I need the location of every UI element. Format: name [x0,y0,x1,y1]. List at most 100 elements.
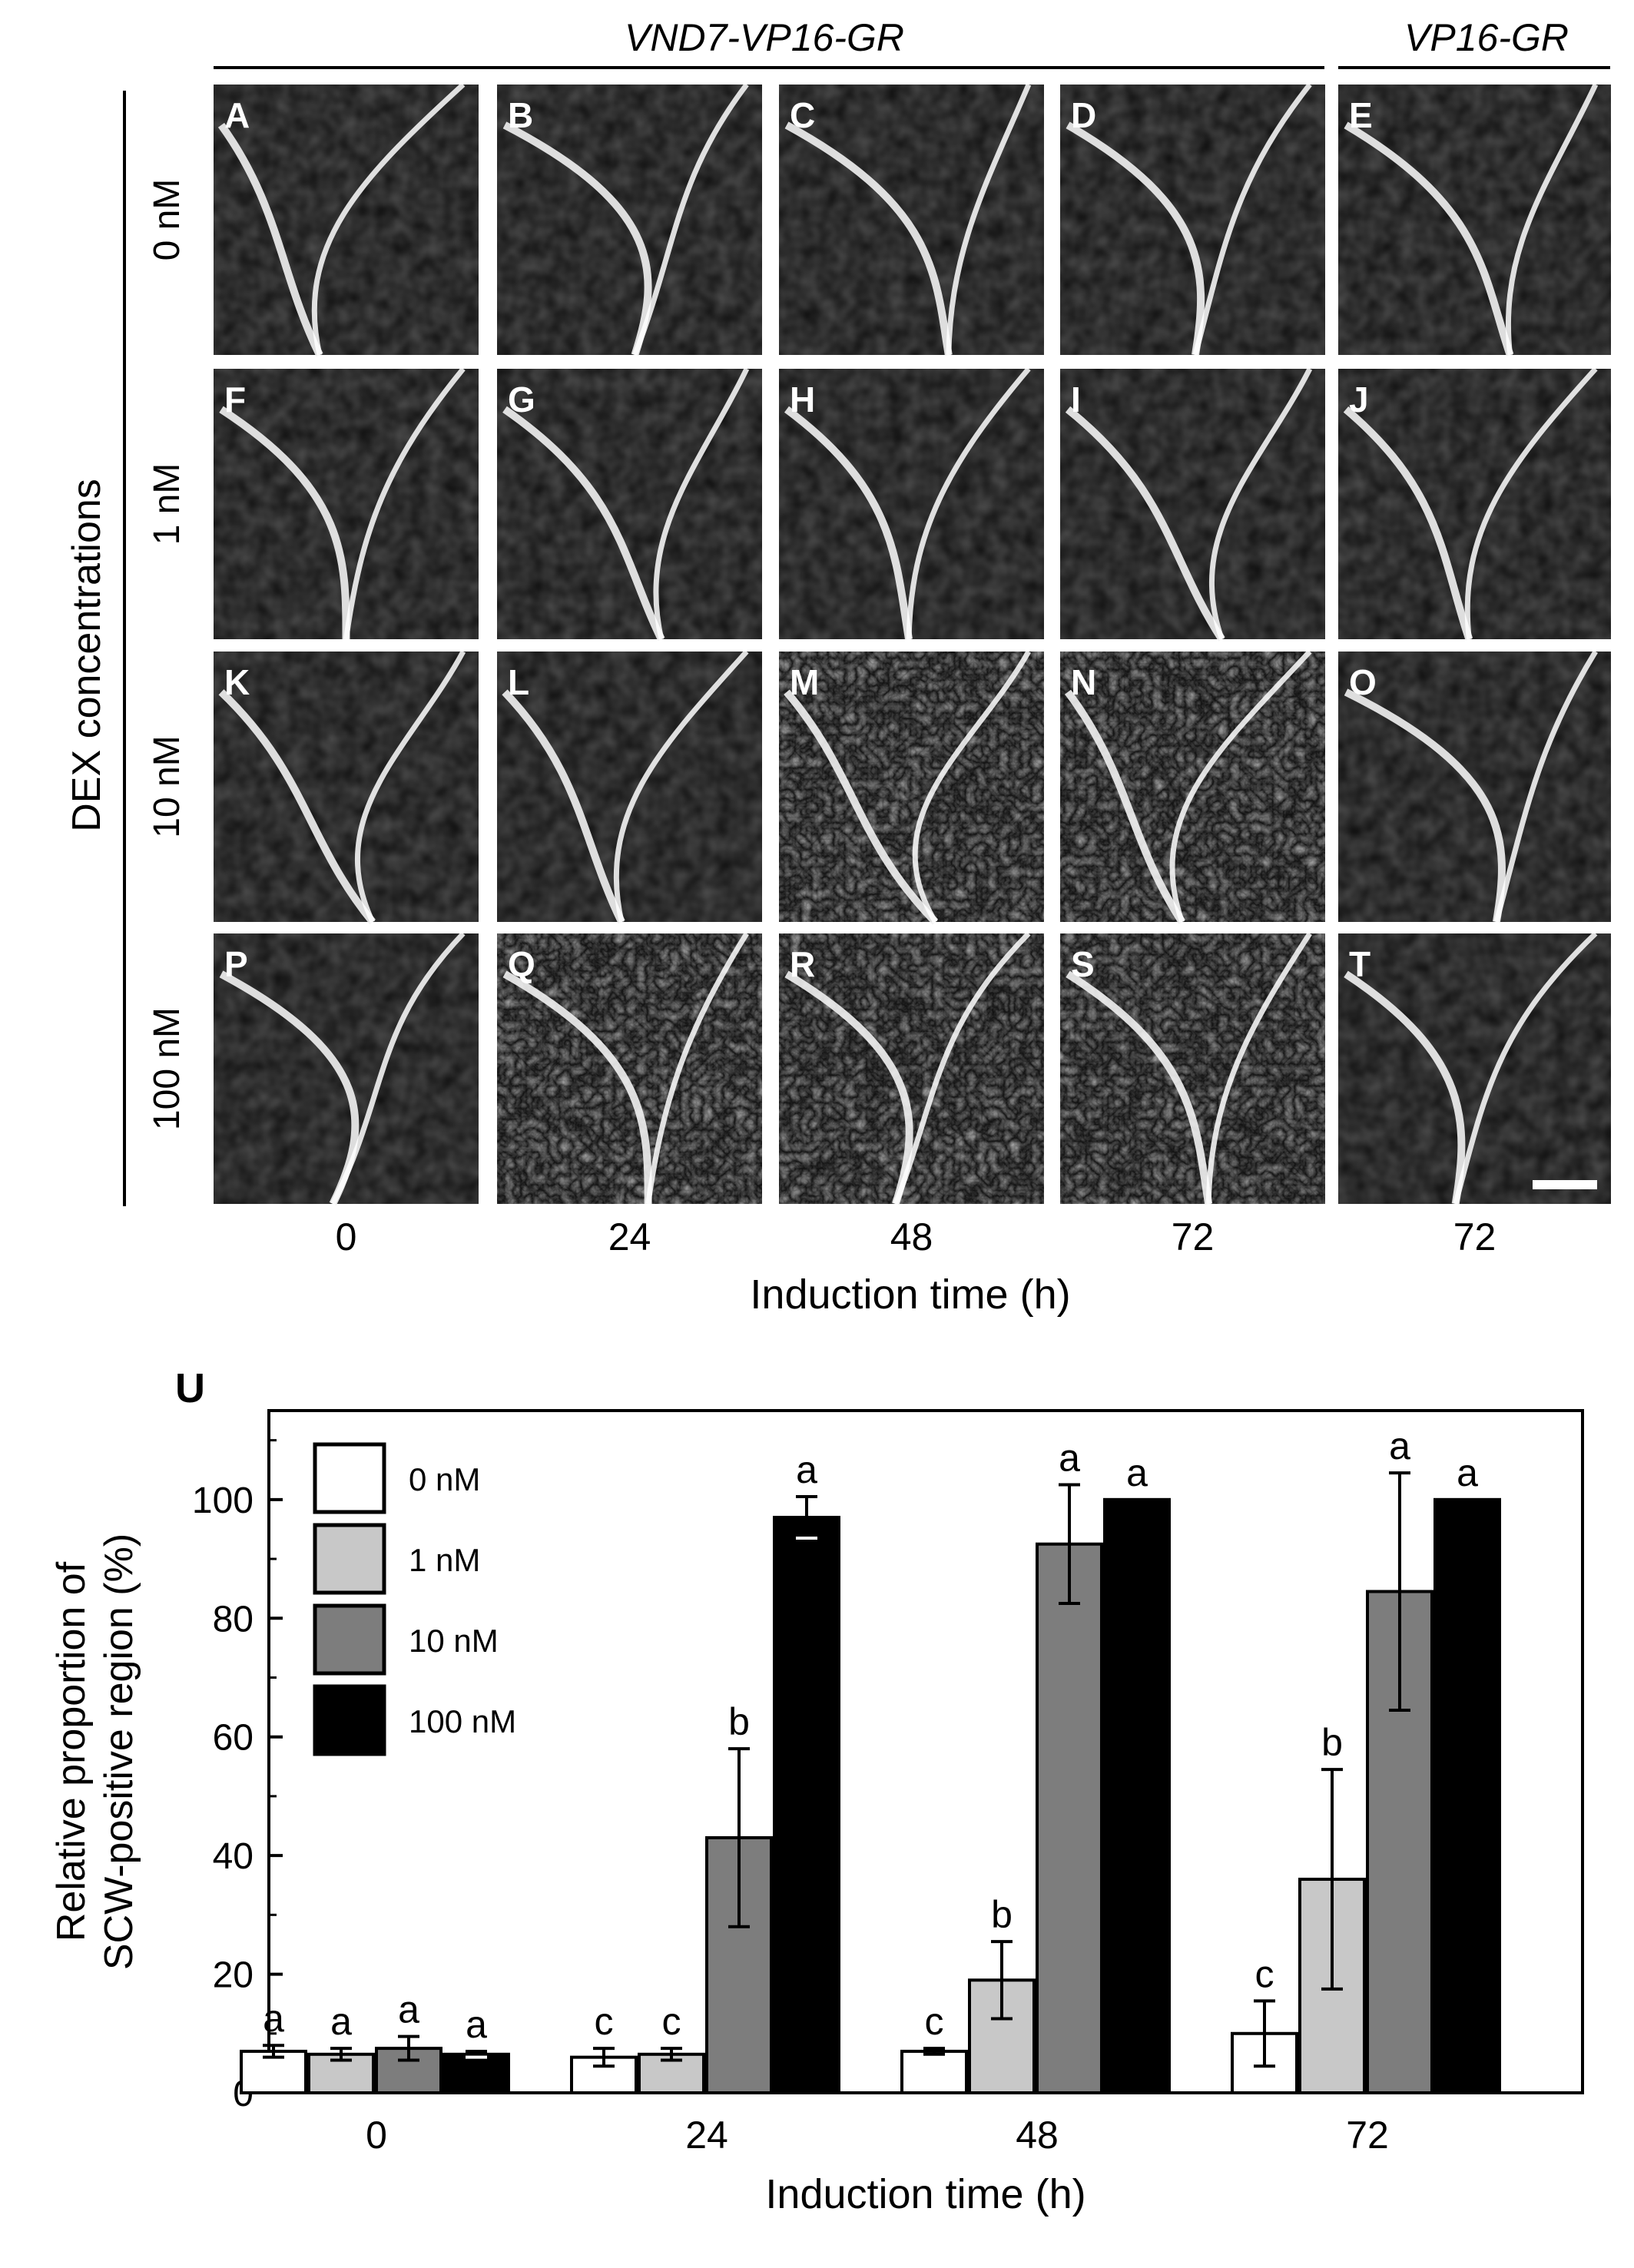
vein-stroke [1208,367,1313,641]
panel-texture [1338,933,1611,1204]
panel-texture [779,85,1044,355]
micrograph-panel-d: D [1060,82,1325,356]
micrograph-panel-t: T [1338,931,1611,1205]
scale-bar [1533,1180,1597,1189]
panel-letter: R [790,944,815,984]
vein-stroke [502,689,625,924]
vein-stroke [1344,121,1514,356]
panel-letter: J [1349,380,1369,419]
micrograph-grid: A B C D E F G H I J K L M N O P Q R S T [214,82,1611,1206]
bar-chart: 0 20 40 60 80 100 Relative proportion ofSCW-po… [49,1409,1584,2217]
legend-label: 10 nM [409,1623,499,1659]
x-tick-label: 48 [1016,2114,1059,2157]
panel-texture [1060,652,1325,922]
legend-label: 1 nM [409,1542,480,1578]
vein-stroke [1493,650,1598,923]
vein-stroke [355,650,466,923]
vein-stroke [1343,406,1473,641]
micrograph-panel-r: R [779,931,1044,1205]
significance-letter: a [1059,1437,1080,1480]
panel-letter: F [224,380,246,419]
significance-letter: a [796,1448,817,1491]
legend-swatch [313,1442,386,1514]
row-axis-label: DEX concentrations [65,479,109,832]
panel-texture [497,369,762,639]
column-label: 48 [890,1215,933,1258]
micrograph-panel-l: L [497,649,762,924]
bar [1036,1542,1103,2094]
bar [1433,1497,1501,2094]
vein-stroke [330,931,466,1205]
column-label: 24 [608,1215,651,1258]
bar [900,2049,968,2094]
micrograph-panel-j: J [1338,366,1611,641]
column-labels: 0 24 48 72 72 [336,1215,1496,1258]
panel-texture [1060,85,1325,355]
x-tick-label: 24 [685,2114,728,2157]
vein-stroke [784,121,953,356]
y-tick-label: 20 [213,1955,254,1996]
bar [773,1515,840,2094]
panel-letter: P [224,944,248,984]
significance-letter: a [330,2000,352,2043]
micrograph-panel-e: E [1338,83,1611,356]
significance-letter: a [1457,1451,1478,1494]
vein-stroke [502,406,665,642]
y-tick-label: 60 [213,1718,254,1759]
significance-letter: c [595,2000,614,2043]
vein-stroke [1066,121,1205,356]
vein-stroke [217,122,323,357]
micrograph-panel-q: Q [497,932,762,1205]
vein-stroke [613,649,749,923]
vein-stroke [1505,83,1599,356]
vein-stroke [1205,932,1312,1205]
vein-stroke [946,83,1032,356]
micrograph-panel-p: P [214,931,479,1206]
vein-stroke [784,406,913,640]
y-axis-label: SCW-positive region (%) [97,1534,141,1970]
micrograph-panel-g: G [497,367,762,642]
group-label-vp16: VP16-GR [1404,16,1569,59]
panel-letter: M [790,662,819,702]
vein-stroke [645,932,749,1205]
vein-stroke [1065,406,1225,642]
panel-texture [214,933,479,1204]
micrograph-panel-n: N [1060,649,1325,924]
vein-stroke [1066,970,1213,1205]
legend-label: 0 nM [409,1461,480,1497]
column-label: 72 [1453,1215,1496,1258]
significance-letter: b [1321,1721,1343,1764]
significance-letter: c [1255,1952,1274,1995]
vein-stroke [1344,688,1506,923]
column-label: 72 [1172,1215,1215,1258]
vein-stroke [1192,82,1312,356]
vein-stroke [906,366,1031,640]
row-label: 100 nM [147,1007,187,1130]
vein-stroke [632,82,749,356]
legend-swatch [313,1684,386,1756]
micrograph-panel-b: B [497,82,762,356]
significance-letter: b [991,1893,1013,1936]
significance-letter: a [1389,1424,1410,1467]
y-tick-label: 100 [192,1480,254,1521]
legend-label: 100 nM [409,1703,516,1739]
significance-letter: a [398,1988,419,2031]
vein-stroke [311,82,466,356]
vein-stroke [653,367,750,640]
panel-letter: O [1349,662,1377,702]
row-label: 0 nM [147,179,187,261]
panel-letter: K [224,662,250,702]
x-axis-label: Induction time (h) [765,2171,1085,2217]
panel-texture [214,85,479,355]
significance-letter: c [925,2000,944,2043]
row-label: 10 nM [147,735,187,837]
panel-letter: I [1071,380,1081,419]
vein-stroke [1453,931,1598,1205]
y-axis-label: Relative proportion of [49,1561,94,1941]
vein-stroke [219,406,350,640]
panel-letter: D [1071,95,1096,135]
legend-swatch [313,1523,386,1595]
significance-letter: a [263,1997,284,2040]
x-tick-label: 0 [366,2114,387,2157]
